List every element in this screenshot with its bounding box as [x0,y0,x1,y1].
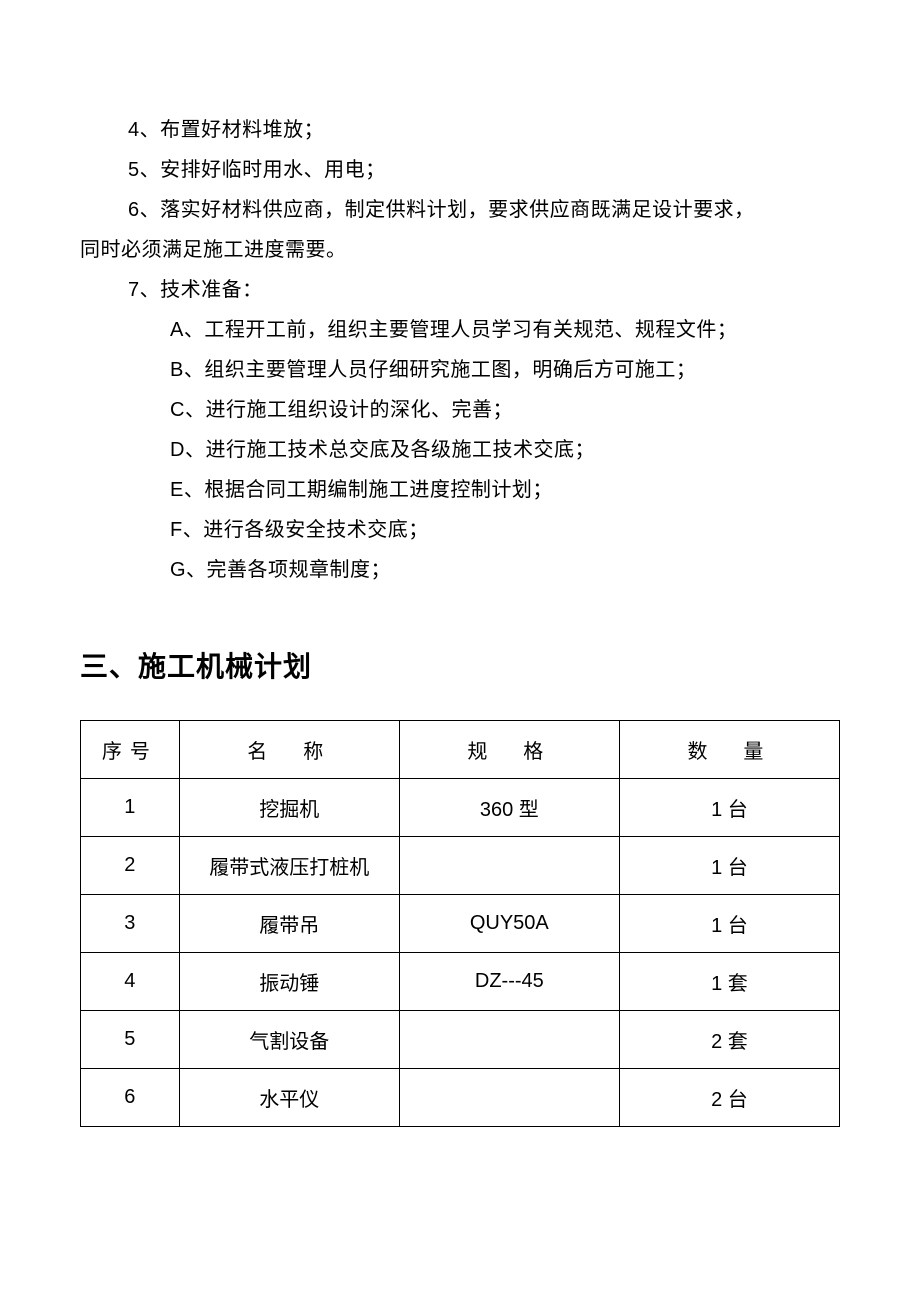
subitem-g: G、完善各项规章制度； [80,550,840,590]
cell-qty: 2 台 [619,1069,839,1127]
table-row: 5 气割设备 2 套 [81,1011,840,1069]
cell-seq: 5 [81,1011,180,1069]
th-name: 名 称 [179,721,399,779]
cell-name: 履带式液压打桩机 [179,837,399,895]
subitem-d: D、进行施工技术总交底及各级施工技术交底； [80,430,840,470]
cell-name: 履带吊 [179,895,399,953]
paragraph-7: 7、技术准备： [80,270,840,310]
paragraph-6-line1: 6、落实好材料供应商，制定供料计划，要求供应商既满足设计要求， [80,190,840,230]
cell-seq: 6 [81,1069,180,1127]
table-row: 3 履带吊 QUY50A 1 台 [81,895,840,953]
cell-seq: 1 [81,779,180,837]
cell-qty: 1 台 [619,779,839,837]
cell-name: 气割设备 [179,1011,399,1069]
section-heading: 三、施工机械计划 [80,645,840,685]
cell-seq: 4 [81,953,180,1011]
table-row: 4 振动锤 DZ---45 1 套 [81,953,840,1011]
subitem-a: A、工程开工前，组织主要管理人员学习有关规范、规程文件； [80,310,840,350]
cell-seq: 3 [81,895,180,953]
th-qty: 数 量 [619,721,839,779]
cell-spec: DZ---45 [399,953,619,1011]
cell-name: 水平仪 [179,1069,399,1127]
cell-spec [399,837,619,895]
subitem-b: B、组织主要管理人员仔细研究施工图，明确后方可施工； [80,350,840,390]
equipment-table: 序号 名 称 规 格 数 量 1 挖掘机 360 型 1 台 2 履带式液压打桩… [80,720,840,1127]
cell-qty: 1 台 [619,895,839,953]
th-seq: 序号 [81,721,180,779]
cell-name: 振动锤 [179,953,399,1011]
cell-spec: QUY50A [399,895,619,953]
subitem-e: E、根据合同工期编制施工进度控制计划； [80,470,840,510]
table-row: 6 水平仪 2 台 [81,1069,840,1127]
cell-spec [399,1011,619,1069]
table-row: 1 挖掘机 360 型 1 台 [81,779,840,837]
subitem-c: C、进行施工组织设计的深化、完善； [80,390,840,430]
cell-qty: 2 套 [619,1011,839,1069]
cell-spec [399,1069,619,1127]
cell-spec: 360 型 [399,779,619,837]
th-spec: 规 格 [399,721,619,779]
document-page: 4、布置好材料堆放； 5、安排好临时用水、用电； 6、落实好材料供应商，制定供料… [0,0,920,1302]
subitem-f: F、进行各级安全技术交底； [80,510,840,550]
cell-name: 挖掘机 [179,779,399,837]
cell-qty: 1 台 [619,837,839,895]
table-row: 2 履带式液压打桩机 1 台 [81,837,840,895]
paragraph-6-line2: 同时必须满足施工进度需要。 [80,230,840,270]
cell-seq: 2 [81,837,180,895]
paragraph-4: 4、布置好材料堆放； [80,110,840,150]
cell-qty: 1 套 [619,953,839,1011]
paragraph-5: 5、安排好临时用水、用电； [80,150,840,190]
table-header-row: 序号 名 称 规 格 数 量 [81,721,840,779]
